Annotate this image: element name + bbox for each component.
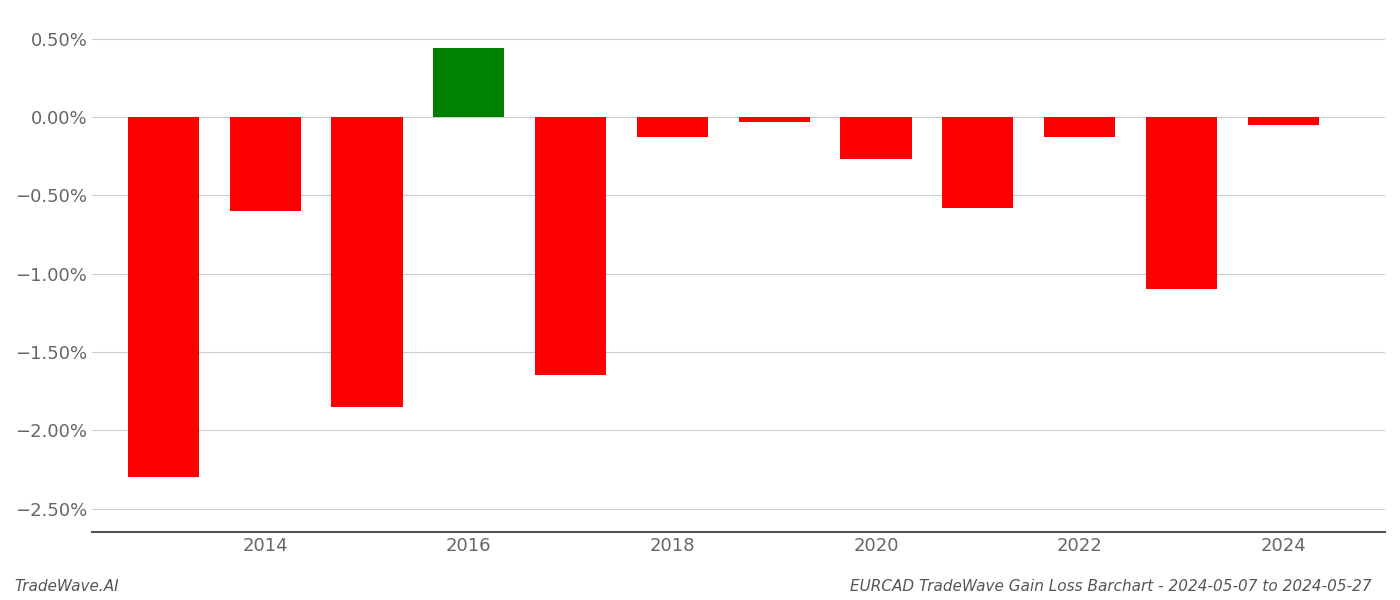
Bar [942,117,1014,208]
Bar [840,117,911,159]
Text: TradeWave.AI: TradeWave.AI [14,579,119,594]
Text: EURCAD TradeWave Gain Loss Barchart - 2024-05-07 to 2024-05-27: EURCAD TradeWave Gain Loss Barchart - 20… [850,579,1372,594]
Bar [127,117,199,477]
Bar [1247,117,1319,125]
Bar [332,117,403,407]
Bar [433,48,504,117]
Bar [230,117,301,211]
Bar [1044,117,1116,137]
Bar [1145,117,1217,289]
Bar [739,117,809,122]
Bar [535,117,606,376]
Bar [637,117,708,137]
